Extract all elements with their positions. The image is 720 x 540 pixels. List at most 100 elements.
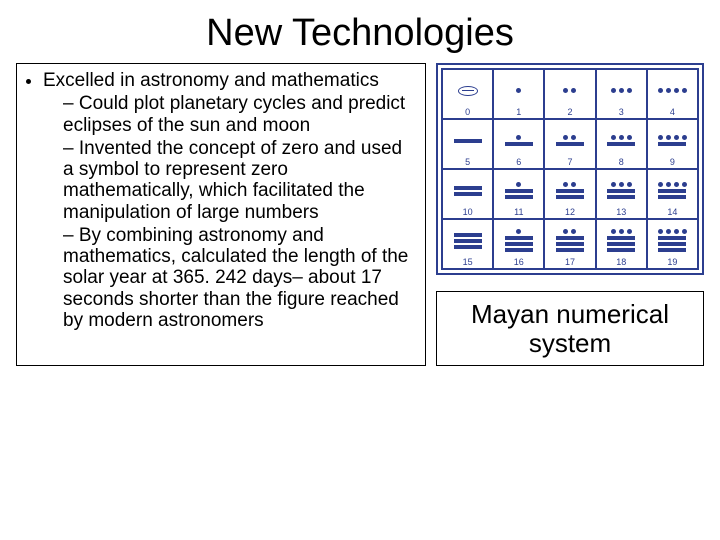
bar-icon [505,248,533,252]
dot-icon [674,182,679,187]
bar-icon [607,236,635,240]
dot-row [563,88,576,93]
dot-row [563,182,576,187]
dot-row [611,135,632,140]
numeral-label: 14 [667,208,677,217]
dot-row [611,88,632,93]
numeral-label: 16 [514,258,524,267]
numeral-label: 12 [565,208,575,217]
caption-box: Mayan numerical system [436,291,704,366]
bar-icon [556,189,584,193]
right-column: 012345678910111213141516171819 Mayan num… [436,63,704,366]
dot-icon [563,229,568,234]
bar-icon [556,248,584,252]
numeral-label: 3 [619,108,624,117]
dot-icon [563,182,568,187]
bar-icon [607,189,635,193]
numeral-glyph [443,123,492,158]
numeral-label: 11 [514,208,523,217]
bar-icon [454,239,482,243]
numeral-cell: 5 [442,119,493,169]
numeral-label: 1 [516,108,521,117]
dot-icon [666,135,671,140]
numeral-cell: 14 [647,169,698,219]
dot-row [658,229,687,234]
numeral-glyph [443,223,492,258]
dot-icon [658,88,663,93]
dot-icon [619,88,624,93]
bar-icon [454,245,482,249]
bar-icon [556,242,584,246]
dot-icon [619,135,624,140]
numeral-glyph [494,223,543,258]
bar-icon [454,233,482,237]
numeral-cell: 15 [442,219,493,269]
dot-row [658,135,687,140]
numeral-glyph [494,73,543,108]
slide-title: New Technologies [16,12,704,55]
bar-icon [454,186,482,190]
numeral-cell: 3 [596,69,647,119]
sub-bullet: Could plot planetary cycles and predict … [63,93,417,136]
main-bullet-text: Excelled in astronomy and mathematics [43,70,379,91]
numeral-label: 17 [565,258,575,267]
dot-icon [658,135,663,140]
dot-row [611,182,632,187]
dot-row [658,182,687,187]
numeral-glyph [443,173,492,208]
numeral-glyph [545,173,594,208]
numeral-cell: 8 [596,119,647,169]
dot-row [611,229,632,234]
bar-icon [658,242,686,246]
numeral-label: 9 [670,158,675,167]
numeral-label: 4 [670,108,675,117]
sub-bullet-list: Could plot planetary cycles and predict … [43,93,417,331]
shell-icon [458,86,478,96]
numeral-glyph [597,223,646,258]
bar-icon [607,248,635,252]
dot-icon [666,182,671,187]
body-row: Excelled in astronomy and mathematics Co… [16,63,704,366]
bar-icon [454,139,482,143]
numeral-cell: 13 [596,169,647,219]
dot-icon [627,135,632,140]
numeral-glyph [597,123,646,158]
dot-icon [563,88,568,93]
dot-row [658,88,687,93]
numeral-label: 18 [616,258,626,267]
numeral-cell: 12 [544,169,595,219]
numeral-glyph [648,73,697,108]
dot-icon [682,135,687,140]
bar-icon [505,142,533,146]
numeral-cell: 16 [493,219,544,269]
numeral-label: 10 [463,208,473,217]
numeral-glyph [545,223,594,258]
sub-bullet: Invented the concept of zero and used a … [63,138,417,223]
dot-icon [611,88,616,93]
dot-icon [627,229,632,234]
numeral-cell: 6 [493,119,544,169]
bar-icon [607,242,635,246]
bar-icon [658,142,686,146]
numeral-glyph [648,173,697,208]
dot-icon [658,229,663,234]
numeral-cell: 0 [442,69,493,119]
dot-icon [571,229,576,234]
main-bullet: Excelled in astronomy and mathematics Co… [43,70,417,331]
dot-icon [682,88,687,93]
dot-icon [571,135,576,140]
dot-row [516,229,521,234]
dot-icon [682,182,687,187]
dot-icon [516,135,521,140]
dot-icon [666,229,671,234]
bar-icon [454,192,482,196]
dot-icon [682,229,687,234]
numeral-cell: 9 [647,119,698,169]
numeral-label: 15 [463,258,473,267]
dot-row [563,229,576,234]
numeral-label: 5 [465,158,470,167]
dot-row [516,135,521,140]
dot-icon [627,182,632,187]
bar-icon [658,248,686,252]
numeral-label: 0 [465,108,470,117]
